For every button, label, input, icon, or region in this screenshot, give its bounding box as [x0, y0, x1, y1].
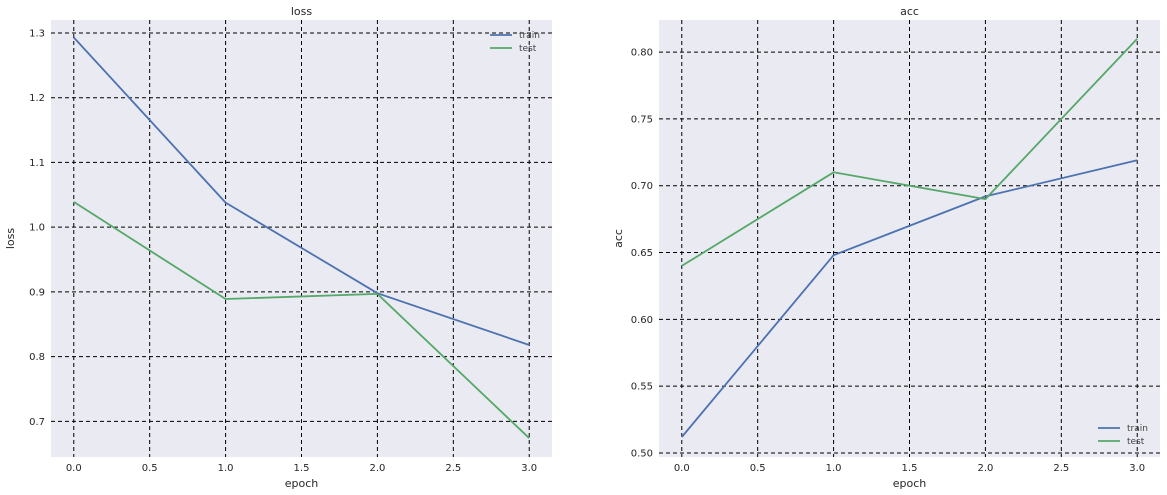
legend-label-test: test [1127, 437, 1145, 447]
y-tick-label: 0.9 [29, 287, 45, 298]
y-tick-label: 0.55 [631, 382, 653, 393]
legend-label-train: train [519, 31, 540, 41]
series-line-train [681, 159, 1138, 438]
y-tick-label: 0.65 [631, 248, 653, 259]
legend: train test [1098, 424, 1148, 447]
legend-label-test: test [519, 44, 537, 54]
grid [659, 20, 1160, 457]
grid [51, 20, 552, 457]
series-line-test [73, 201, 530, 439]
y-ticks: 0.7 0.8 0.9 1.0 1.1 1.2 1.3 [29, 28, 45, 427]
series-lines [73, 36, 530, 439]
y-tick-label: 0.75 [631, 114, 653, 125]
acc-chart: 0.0 0.5 1.0 1.5 2.0 2.5 3.0 0.500.550.600.650.… [612, 5, 1160, 490]
legend-label-train: train [1127, 424, 1148, 434]
x-tick-label: 3.0 [1129, 463, 1145, 474]
x-tick-label: 0.0 [66, 463, 82, 474]
loss-chart: 0.0 0.5 1.0 1.5 2.0 2.5 3.0 0.7 0.8 0.9 1.0 1.1 1.2… [4, 5, 552, 490]
y-tick-label: 0.50 [631, 448, 653, 459]
chart-title: acc [900, 5, 919, 18]
y-tick-label: 0.8 [29, 352, 45, 363]
x-ticks: 0.0 0.5 1.0 1.5 2.0 2.5 3.0 [66, 463, 537, 474]
x-tick-label: 3.0 [521, 463, 537, 474]
y-tick-label: 1.0 [29, 223, 45, 234]
legend: train test [490, 31, 540, 54]
x-axis-label: epoch [893, 477, 927, 490]
y-tick-label: 0.80 [631, 48, 653, 59]
x-tick-label: 1.0 [218, 463, 234, 474]
chart-title: loss [291, 5, 313, 18]
x-tick-label: 0.5 [750, 463, 766, 474]
y-tick-label: 1.1 [29, 158, 45, 169]
y-axis-label: acc [612, 229, 625, 248]
y-tick-label: 1.2 [29, 93, 45, 104]
x-tick-label: 2.5 [445, 463, 461, 474]
y-axis-label: loss [4, 228, 17, 250]
series-line-train [73, 36, 530, 346]
x-axis-label: epoch [285, 477, 319, 490]
x-tick-label: 2.5 [1053, 463, 1069, 474]
y-tick-label: 1.3 [29, 28, 45, 39]
x-tick-label: 0.5 [142, 463, 158, 474]
series-line-test [681, 38, 1138, 267]
x-tick-label: 2.0 [369, 463, 385, 474]
y-tick-label: 0.70 [631, 181, 653, 192]
y-tick-label: 0.7 [29, 417, 45, 428]
x-tick-label: 1.0 [826, 463, 842, 474]
x-tick-label: 1.5 [902, 463, 918, 474]
x-tick-label: 1.5 [294, 463, 310, 474]
x-tick-label: 0.0 [674, 463, 690, 474]
y-ticks: 0.50 0.55 0.60 0.65 0.70 0.75 0.80 [631, 48, 653, 460]
x-ticks: 0.0 0.5 1.0 1.5 2.0 2.5 3.0 [674, 463, 1145, 474]
x-tick-label: 2.0 [977, 463, 993, 474]
y-tick-label: 0.60 [631, 315, 653, 326]
series-lines [681, 38, 1138, 438]
